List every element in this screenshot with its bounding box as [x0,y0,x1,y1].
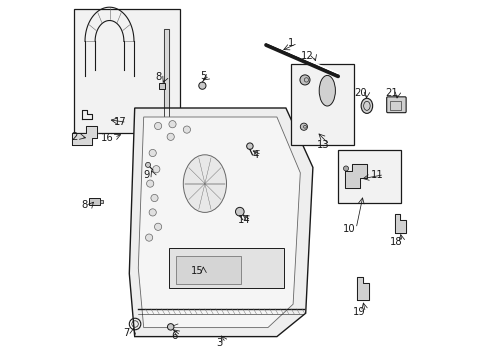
Circle shape [152,166,160,173]
Text: 19: 19 [352,307,365,318]
Text: 15: 15 [190,266,203,276]
Circle shape [343,166,348,171]
Circle shape [145,234,152,241]
Bar [159,83,165,89]
Bar [73,9,179,133]
Polygon shape [356,277,368,300]
Polygon shape [394,214,405,233]
Text: 6: 6 [171,330,177,341]
Circle shape [146,180,153,187]
Bar [89,198,100,205]
Text: 18: 18 [388,237,401,247]
Text: 14: 14 [238,215,250,225]
FancyBboxPatch shape [386,97,406,113]
Text: 1: 1 [287,38,294,48]
Text: 9: 9 [143,170,149,180]
Circle shape [167,324,174,330]
Text: 10: 10 [343,224,355,234]
Bar [389,101,400,110]
Text: 8: 8 [81,200,87,210]
Bar [100,200,102,203]
Text: 8: 8 [155,72,162,82]
Circle shape [299,75,309,85]
Text: 12: 12 [301,51,313,61]
Bar [176,256,241,284]
Text: 13: 13 [316,140,328,150]
Circle shape [168,121,176,128]
Text: 2: 2 [71,132,78,142]
Bar [337,150,400,203]
Ellipse shape [319,76,335,106]
Bar [168,248,284,288]
Polygon shape [163,29,168,119]
Circle shape [149,149,156,157]
Polygon shape [138,117,300,328]
Circle shape [149,209,156,216]
Text: 20: 20 [353,88,366,98]
Circle shape [300,123,307,130]
Bar [291,64,354,145]
Circle shape [167,133,174,140]
Circle shape [145,162,150,167]
Text: 4: 4 [252,150,258,160]
Text: 3: 3 [216,338,222,348]
Circle shape [235,207,244,216]
Ellipse shape [361,98,372,113]
Circle shape [246,143,253,149]
Circle shape [183,126,190,133]
Circle shape [154,223,162,230]
Circle shape [154,122,162,130]
Text: 7: 7 [123,328,129,338]
Polygon shape [129,108,312,337]
Text: 17: 17 [114,117,126,127]
Polygon shape [344,164,366,188]
Text: 5: 5 [200,71,206,81]
Polygon shape [72,126,97,145]
Text: 16: 16 [101,132,114,143]
Text: 21: 21 [384,88,397,98]
Circle shape [151,194,158,202]
Circle shape [199,82,205,89]
Ellipse shape [183,155,226,212]
Text: 11: 11 [370,170,383,180]
